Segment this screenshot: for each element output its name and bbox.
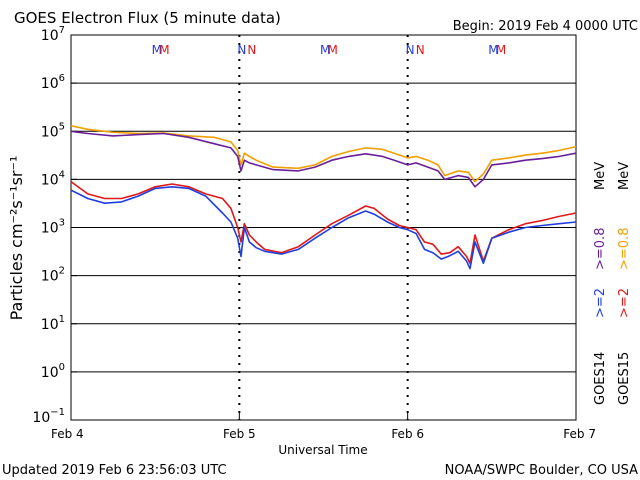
y-tick-label: 107 <box>41 25 65 44</box>
series-line <box>70 180 577 265</box>
noon-marker: N <box>406 43 415 57</box>
series-lines <box>70 125 577 270</box>
noon-marker: M <box>320 43 330 57</box>
noon-midnight-markers: MM N N MM N N MM <box>152 43 507 57</box>
noon-marker: M <box>152 43 162 57</box>
updated-time: Updated 2019 Feb 6 23:56:03 UTC <box>2 463 227 478</box>
legend-goes14: GOES14 <box>593 352 608 405</box>
y-tick-label: 105 <box>41 121 65 140</box>
x-axis-label: Universal Time <box>278 443 367 457</box>
noon-marker: N <box>237 43 246 57</box>
y-tick-label: 103 <box>41 218 65 237</box>
noon-marker: N <box>247 43 256 57</box>
noon-marker: M <box>488 43 498 57</box>
y-axis-ticks: 10−1 100 101 102 103 104 105 106 107 <box>32 25 77 426</box>
x-tick-label: Feb 7 <box>563 427 596 441</box>
x-tick-label: Feb 5 <box>223 427 256 441</box>
y-tick-label: 106 <box>41 73 65 92</box>
legend-goes14-2mev: >=2 <box>593 288 608 318</box>
legend-goes14-08mev: >=0.8 <box>593 228 608 270</box>
x-axis-ticks: Feb 4 Feb 5 Feb 6 Feb 7 <box>51 412 596 441</box>
noon-marker: M <box>159 43 169 57</box>
noon-marker: N <box>416 43 425 57</box>
series-line <box>70 125 577 183</box>
legend-goes15-08mev: >=0.8 <box>617 228 632 270</box>
series-line <box>70 130 577 188</box>
series-line <box>70 186 577 270</box>
grid-lines <box>71 35 576 420</box>
y-axis-label: Particles cm⁻²s⁻¹sr⁻¹ <box>7 156 26 321</box>
y-tick-label: 10−1 <box>32 407 65 426</box>
legend-goes15: GOES15 <box>617 352 632 405</box>
noon-marker: M <box>496 43 506 57</box>
source-credit: NOAA/SWPC Boulder, CO USA <box>445 463 638 478</box>
y-tick-label: 104 <box>41 169 65 188</box>
begin-time: Begin: 2019 Feb 4 0000 UTC <box>453 19 638 34</box>
legend-goes15-2mev: >=2 <box>617 288 632 318</box>
legend-unit-goes14: MeV <box>593 162 608 190</box>
y-tick-label: 102 <box>41 266 65 285</box>
noon-marker: M <box>328 43 338 57</box>
x-tick-label: Feb 4 <box>51 427 84 441</box>
x-tick-label: Feb 6 <box>391 427 424 441</box>
chart-title: GOES Electron Flux (5 minute data) <box>14 9 281 27</box>
legend: GOES14 GOES15 >=2 >=2 >=0.8 >=0.8 MeV Me… <box>593 162 632 405</box>
y-tick-label: 100 <box>41 362 65 381</box>
y-tick-label: 101 <box>41 314 65 333</box>
legend-unit-goes15: MeV <box>617 162 632 190</box>
